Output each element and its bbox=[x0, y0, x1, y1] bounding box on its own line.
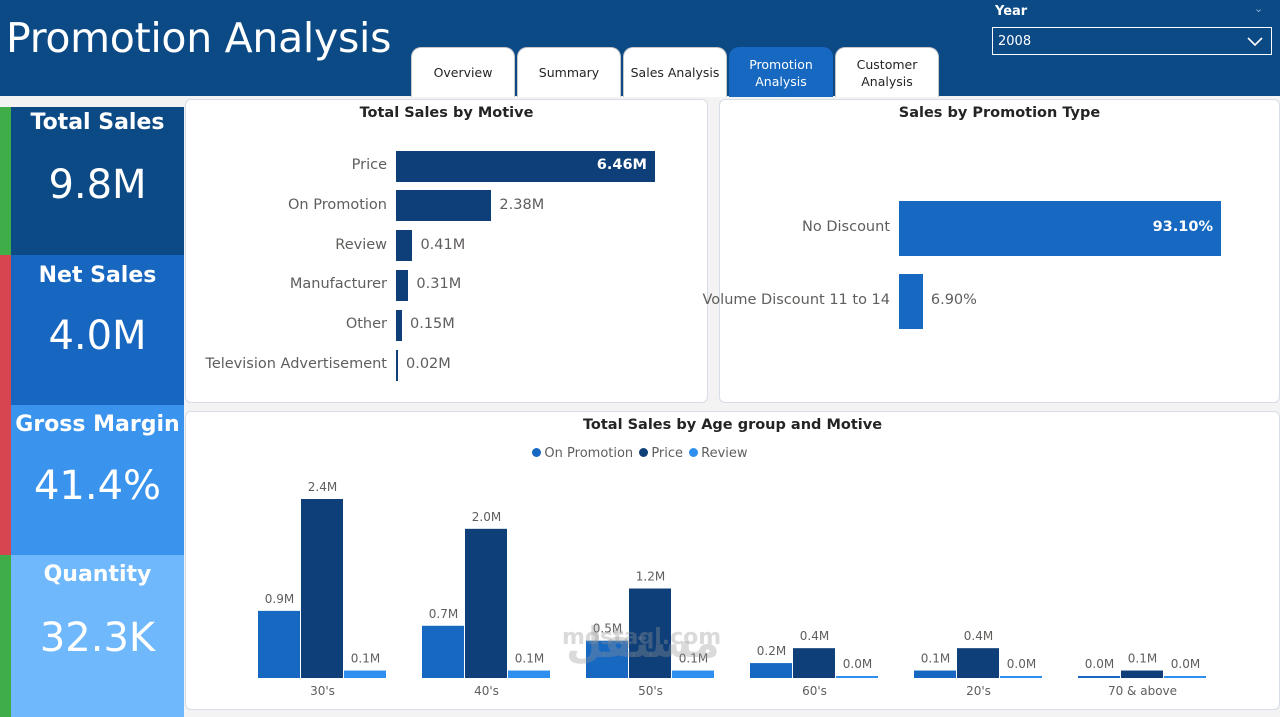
bar-category-label: Price bbox=[351, 157, 387, 173]
kpi-value: 4.0M bbox=[48, 313, 147, 359]
bar-data-label: 0.15M bbox=[410, 316, 455, 333]
kpi-background bbox=[0, 255, 184, 405]
bar-category-label: Television Advertisement bbox=[205, 356, 387, 372]
bar-category-label: Volume Discount 11 to 14 bbox=[702, 292, 890, 308]
legend-dot-icon bbox=[689, 448, 699, 457]
kpi-value: 32.3K bbox=[39, 615, 156, 661]
tab-customer-analysis[interactable]: Customer Analysis bbox=[835, 47, 939, 97]
bar-data-label: 93.10% bbox=[1152, 219, 1213, 235]
chart-legend: On Promotion Price Review bbox=[0, 446, 1280, 461]
bar[interactable] bbox=[396, 309, 402, 341]
kpi-label: Gross Margin bbox=[15, 412, 180, 437]
kpi-stripe bbox=[0, 405, 11, 555]
bar-category-label: Review bbox=[335, 236, 387, 253]
chart-title: Sales by Promotion Type bbox=[898, 105, 1101, 121]
kpi-quantity: Quantity 32.3K bbox=[0, 555, 184, 717]
kpi-value: 9.8M bbox=[48, 162, 147, 208]
legend-item[interactable]: Review bbox=[689, 446, 748, 461]
kpi-net-sales: Net Sales 4.0M bbox=[0, 255, 184, 405]
page-title: Promotion Analysis bbox=[6, 14, 392, 62]
kpi-stripe bbox=[0, 255, 11, 405]
bar[interactable] bbox=[396, 190, 492, 222]
bar[interactable] bbox=[396, 150, 655, 182]
year-slicer-value: 2008 bbox=[998, 33, 1032, 49]
bar-category-label: On Promotion bbox=[288, 196, 387, 213]
bar[interactable] bbox=[396, 269, 409, 301]
chart-total-sales-by-motive[interactable]: Total Sales by Motive bbox=[185, 99, 708, 403]
chart-total-sales-by-age-group[interactable]: Total Sales by Age group and Motive bbox=[185, 411, 1280, 710]
kpi-stripe bbox=[0, 107, 11, 255]
year-slicer-dropdown[interactable]: 2008 bbox=[992, 27, 1272, 55]
kpi-background bbox=[0, 405, 184, 555]
kpi-label: Quantity bbox=[43, 562, 152, 587]
header-bar: Promotion Analysis Overview Summary Sale… bbox=[0, 0, 1280, 97]
collapse-chevron-icon[interactable]: ⌄ bbox=[1254, 2, 1264, 15]
kpi-background bbox=[0, 555, 184, 717]
bar[interactable] bbox=[899, 273, 923, 329]
kpi-gross-margin: Gross Margin 41.4% bbox=[0, 405, 184, 555]
kpi-label: Net Sales bbox=[38, 263, 157, 288]
chart-title: Total Sales by Motive bbox=[359, 105, 534, 121]
kpi-label: Total Sales bbox=[30, 110, 165, 135]
bar-data-label: 6.46M bbox=[596, 157, 647, 173]
bar-category-label: Manufacturer bbox=[289, 276, 387, 293]
bar-category-label: Other bbox=[345, 316, 387, 333]
year-slicer-label: Year bbox=[995, 4, 1028, 19]
legend-item[interactable]: On Promotion bbox=[532, 446, 633, 461]
tab-sales-analysis[interactable]: Sales Analysis bbox=[623, 47, 727, 97]
tab-promotion-analysis[interactable]: Promotion Analysis bbox=[729, 47, 833, 97]
bar-data-label: 2.38M bbox=[499, 196, 545, 213]
bar[interactable] bbox=[396, 349, 398, 381]
bar-data-label: 0.41M bbox=[420, 236, 466, 253]
bar[interactable] bbox=[396, 230, 413, 262]
legend-dot-icon bbox=[639, 448, 649, 457]
legend-dot-icon bbox=[532, 448, 542, 457]
bar-data-label: 6.90% bbox=[930, 292, 977, 308]
kpi-stripe bbox=[0, 555, 11, 717]
bar-data-label: 0.02M bbox=[406, 356, 451, 372]
chart-title: Total Sales by Age group and Motive bbox=[582, 417, 883, 433]
bar[interactable] bbox=[899, 200, 1221, 256]
kpi-background bbox=[0, 107, 184, 255]
kpi-total-sales: Total Sales 9.8M bbox=[0, 107, 184, 255]
chevron-down-icon bbox=[1247, 37, 1263, 47]
tab-summary[interactable]: Summary bbox=[517, 47, 621, 97]
tab-overview[interactable]: Overview bbox=[411, 47, 515, 97]
bar-category-label: No Discount bbox=[802, 219, 890, 235]
bar-data-label: 0.31M bbox=[416, 276, 462, 293]
legend-item[interactable]: Price bbox=[639, 446, 683, 461]
kpi-value: 41.4% bbox=[33, 463, 162, 509]
